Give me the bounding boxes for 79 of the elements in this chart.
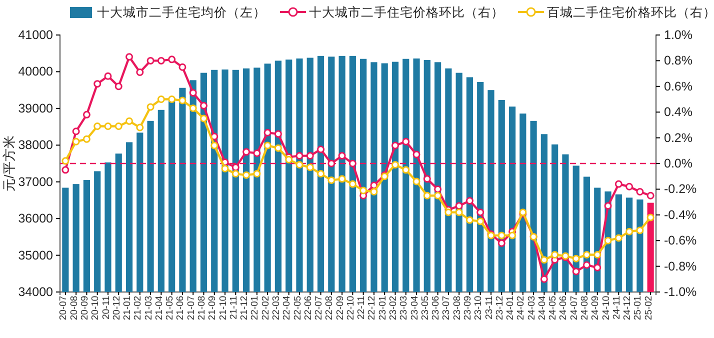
y2-tick-label: -0.4% — [664, 208, 697, 222]
x-tick-label: 22-05 — [292, 296, 304, 320]
x-tick-label: 24-09 — [590, 296, 602, 320]
legend-label: 十大城市二手住宅均价（左） — [97, 4, 266, 20]
y2-tick-label: -0.2% — [664, 182, 697, 196]
legend-label: 百城二手住宅价格环比（右） — [547, 4, 714, 20]
x-tick-label: 20-10 — [90, 296, 102, 320]
legend-label: 十大城市二手住宅价格环比（右） — [309, 4, 504, 20]
x-tick-label: 23-10 — [473, 296, 484, 320]
x-tick-label: 24-07 — [568, 296, 580, 320]
x-tick-label: 22-02 — [260, 296, 272, 320]
y-tick-label: 41000 — [18, 28, 54, 42]
x-tick-label: 24-03 — [526, 296, 538, 320]
y-tick-label: 36000 — [18, 212, 54, 226]
y-axis-title: 元/平方米 — [2, 136, 17, 192]
x-tick-label: 24-11 — [611, 296, 622, 320]
x-tick-label: 20-12 — [111, 296, 122, 320]
x-tick-label: 23-11 — [484, 296, 495, 320]
x-tick-label: 20-11 — [100, 296, 112, 320]
y2-tick-label: -0.6% — [664, 234, 697, 248]
y-tick-label: 38000 — [18, 138, 54, 152]
x-tick-label: 25-02 — [643, 296, 654, 320]
x-tick-label: 21-08 — [196, 296, 208, 320]
y2-tick-label: 0.2% — [664, 130, 692, 145]
x-tick-label: 21-12 — [239, 296, 250, 320]
x-tick-label: 20-08 — [68, 296, 80, 320]
x-tick-label: 24-02 — [516, 296, 527, 320]
x-tick-label: 22-06 — [302, 296, 314, 320]
x-tick-label: 23-06 — [430, 296, 442, 320]
x-tick-label: 24-10 — [600, 296, 612, 320]
x-tick-label: 23-07 — [441, 296, 452, 320]
x-tick-label: 21-11 — [228, 296, 240, 320]
x-tick-label: 22-12 — [366, 296, 378, 320]
y2-tick-label: 0.6% — [664, 79, 692, 94]
x-tick-label: 21-06 — [175, 296, 186, 320]
x-tick-label: 24-08 — [580, 296, 591, 320]
y-tick-label: 40000 — [18, 64, 54, 79]
x-tick-label: 23-08 — [452, 296, 463, 320]
x-tick-label: 24-12 — [622, 296, 634, 320]
x-tick-label: 22-09 — [334, 296, 346, 320]
y2-tick-label: 1.0% — [664, 28, 692, 42]
x-tick-label: 20-07 — [58, 296, 70, 320]
y-tick-label: 39000 — [18, 101, 54, 116]
x-tick-label: 22-08 — [324, 296, 336, 320]
x-tick-label: 23-05 — [420, 296, 431, 320]
x-tick-label: 21-09 — [207, 296, 218, 320]
x-tick-label: 22-11 — [356, 296, 368, 320]
x-tick-label: 22-10 — [345, 296, 356, 320]
x-tick-label: 21-10 — [218, 296, 229, 320]
x-tick-label: 22-07 — [314, 296, 325, 320]
x-tick-label: 21-04 — [154, 296, 165, 320]
x-tick-label: 24-04 — [536, 296, 548, 320]
y2-tick-label: -1.0% — [664, 285, 697, 299]
y-tick-label: 37000 — [18, 174, 54, 189]
x-tick-label: 23-01 — [377, 296, 388, 320]
y2-tick-label: 0.0% — [664, 156, 692, 170]
x-tick-label: 23-03 — [398, 296, 410, 320]
y2-tick-label: 0.8% — [664, 54, 692, 68]
x-tick-label: 21-01 — [122, 296, 134, 320]
x-tick-label: 22-01 — [250, 296, 261, 320]
y-tick-label: 35000 — [18, 248, 54, 262]
x-tick-label: 23-09 — [462, 296, 474, 320]
y-tick-label: 34000 — [18, 285, 54, 299]
x-tick-label: 22-04 — [282, 296, 293, 320]
x-tick-label: 24-06 — [558, 296, 570, 320]
x-tick-label: 20-09 — [79, 296, 90, 320]
x-tick-label: 23-12 — [494, 296, 506, 320]
x-tick-label: 24-05 — [548, 296, 559, 320]
x-tick-label: 22-03 — [270, 296, 282, 320]
y2-tick-label: 0.4% — [664, 105, 692, 120]
y2-tick-label: -0.8% — [664, 259, 697, 274]
x-tick-label: 21-03 — [143, 296, 154, 320]
x-tick-label: 23-02 — [388, 296, 400, 320]
x-tick-label: 21-05 — [164, 296, 176, 320]
x-tick-label: 21-07 — [186, 296, 197, 320]
x-tick-label: 21-02 — [132, 296, 144, 320]
x-tick-label: 25-01 — [632, 296, 644, 320]
x-tick-label: 23-04 — [409, 296, 420, 320]
x-tick-label: 24-01 — [505, 296, 516, 320]
